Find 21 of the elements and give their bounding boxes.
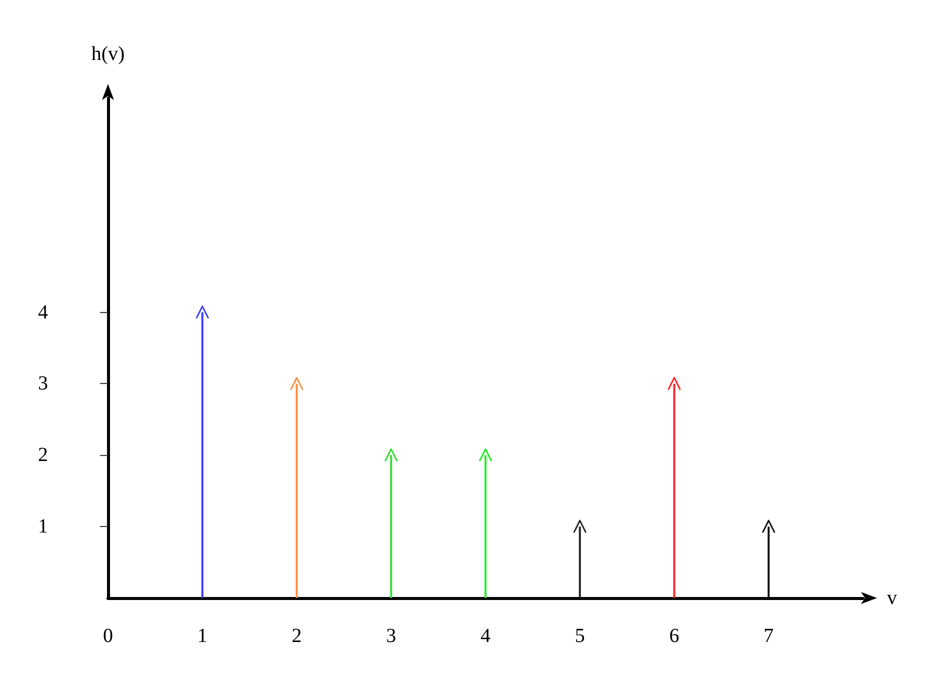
point bbox=[290, 376, 304, 390]
point bbox=[762, 520, 776, 534]
x-tick-label: 5 bbox=[574, 625, 585, 647]
x-tick-label: 7 bbox=[764, 625, 774, 647]
point bbox=[668, 376, 681, 390]
x-tick-label: 4 bbox=[480, 625, 490, 647]
x-tick-label: 6 bbox=[669, 625, 680, 647]
x-tick-label: 2 bbox=[292, 625, 302, 647]
point bbox=[384, 448, 398, 462]
y-tick-label: 3 bbox=[38, 372, 48, 395]
x-tick-label: 1 bbox=[197, 625, 208, 647]
y-axis-title: h(v) bbox=[91, 43, 125, 65]
y-tick-label: 4 bbox=[38, 301, 48, 324]
x-axis-title: v bbox=[887, 587, 897, 609]
point bbox=[573, 520, 587, 534]
y-tick-label: 1 bbox=[38, 516, 48, 538]
point bbox=[196, 306, 210, 320]
x-tick-label: 3 bbox=[386, 625, 396, 647]
y-tick-label: 2 bbox=[38, 444, 48, 466]
x-tick-label: 0 bbox=[103, 625, 113, 647]
point bbox=[478, 448, 492, 462]
